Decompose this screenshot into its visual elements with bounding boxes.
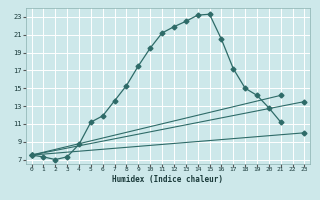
X-axis label: Humidex (Indice chaleur): Humidex (Indice chaleur) xyxy=(113,175,223,184)
